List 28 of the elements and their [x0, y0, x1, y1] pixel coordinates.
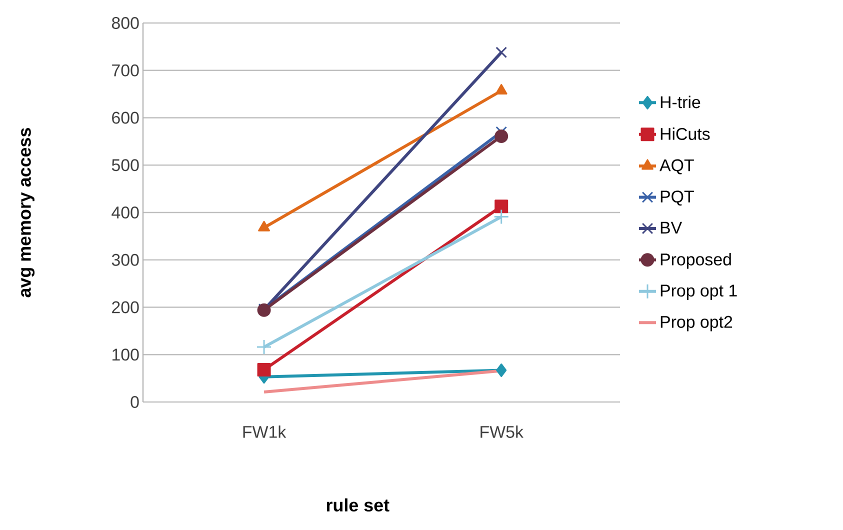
legend-label: Proposed: [660, 253, 731, 269]
legend-label: PQT: [660, 190, 694, 206]
y-tick-label: 800: [112, 17, 139, 29]
legend-label: BV: [660, 222, 682, 234]
y-tick-label: 400: [112, 206, 139, 218]
point: [494, 200, 508, 214]
y-axis-title: avg memory access: [21, 128, 35, 298]
point: [496, 364, 507, 378]
x-tick-label: FW1k: [243, 426, 286, 438]
y-tick-label: 100: [112, 348, 139, 361]
legend-label: Prop opt 1: [660, 284, 737, 300]
x-tick-label: FW5k: [480, 426, 524, 438]
y-tick-label: 300: [112, 254, 139, 266]
point: [257, 363, 271, 377]
legend-label: HiCuts: [660, 128, 710, 140]
y-tick-label: 600: [112, 112, 139, 124]
point: [494, 129, 508, 143]
y-tick-label: 200: [112, 301, 139, 314]
legend-label: H-trie: [660, 96, 700, 108]
point: [256, 339, 272, 355]
y-tick-label: 500: [112, 159, 139, 172]
point: [496, 46, 508, 58]
x-axis-title: rule set: [326, 498, 390, 512]
y-tick-label: 0: [130, 396, 139, 408]
point: [494, 209, 510, 225]
legend-label: Prop opt2: [660, 316, 732, 332]
legend-label: AQT: [660, 159, 694, 174]
y-tick-label: 700: [112, 64, 139, 76]
